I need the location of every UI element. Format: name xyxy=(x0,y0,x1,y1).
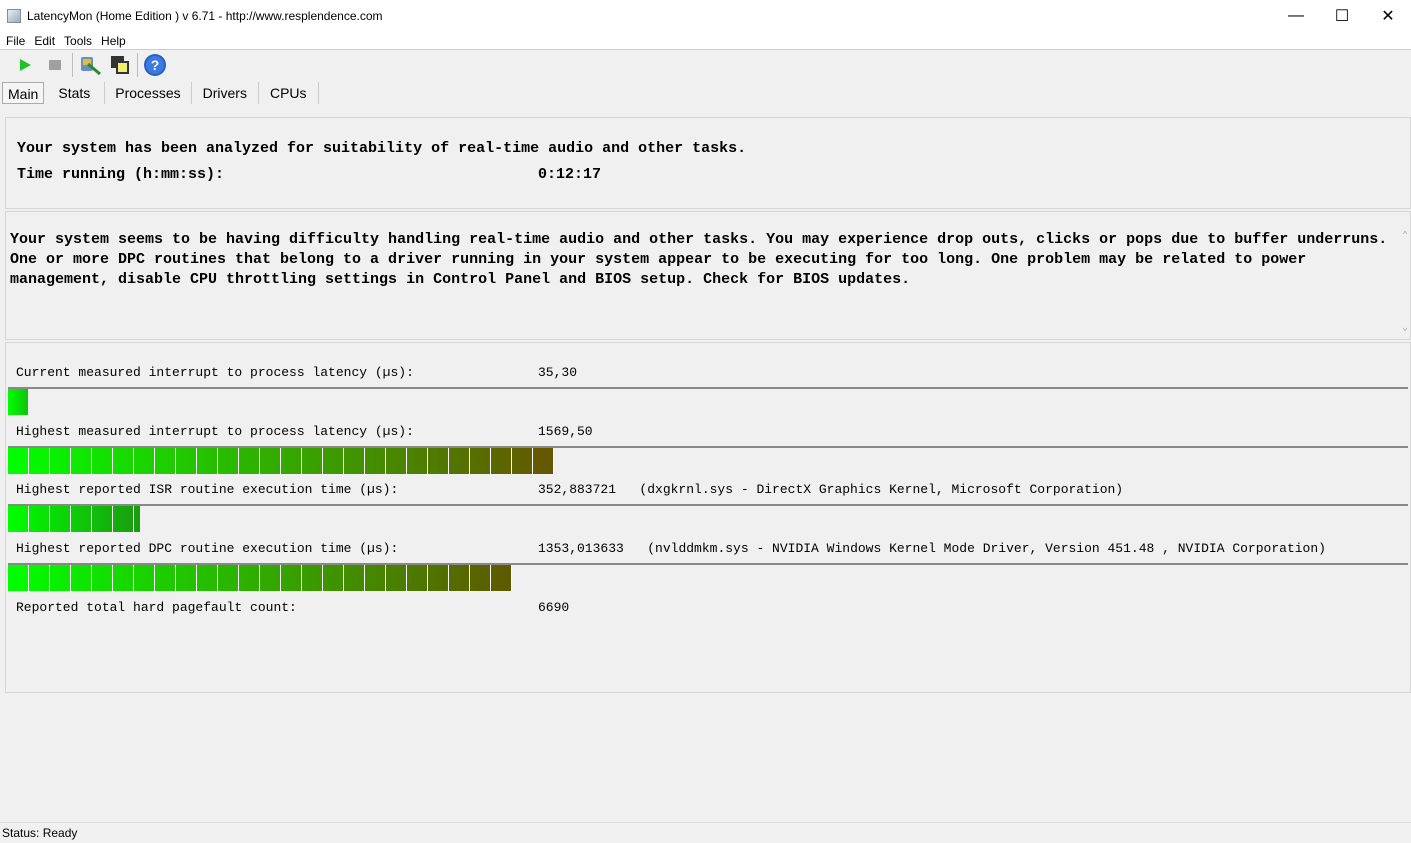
metric-value: 35,30 xyxy=(538,365,600,380)
menu-help[interactable]: Help xyxy=(101,33,126,48)
windows-icon[interactable] xyxy=(105,52,135,78)
menu-file[interactable]: File xyxy=(6,33,26,48)
pagefault-label: Reported total hard pagefault count: xyxy=(16,600,297,615)
play-icon[interactable] xyxy=(10,52,40,78)
metrics-panel: Reported total hard pagefault count: 669… xyxy=(5,342,1411,693)
pagefault-value: 6690 xyxy=(538,600,570,615)
metric-label: Highest reported ISR routine execution t… xyxy=(16,482,399,497)
tab-drivers[interactable]: Drivers xyxy=(192,82,259,104)
minimize-button[interactable]: — xyxy=(1288,7,1304,24)
summary-text: Your system has been analyzed for suitab… xyxy=(17,140,747,157)
metric-bar xyxy=(8,563,1408,591)
help-icon[interactable]: ? xyxy=(140,52,170,78)
time-running-value: 0:12:17 xyxy=(538,166,602,183)
metric-number: 1569,50 xyxy=(538,424,593,439)
metric-value: 352,883721 (dxgkrnl.sys - DirectX Graphi… xyxy=(538,482,1123,497)
metric-detail: (dxgkrnl.sys - DirectX Graphics Kernel, … xyxy=(639,482,1124,497)
metric-bar xyxy=(8,446,1408,474)
tab-main[interactable]: Main xyxy=(2,82,45,104)
toolbar: ? xyxy=(0,50,1411,80)
title-bar: LatencyMon (Home Edition ) v 6.71 - http… xyxy=(0,0,1411,32)
toolbar-separator xyxy=(137,53,138,77)
metric-detail: (nvlddmkm.sys - NVIDIA Windows Kernel Mo… xyxy=(647,541,1326,556)
tab-processes[interactable]: Processes xyxy=(105,82,192,104)
scroll-up-icon[interactable]: ⌃ xyxy=(1401,231,1408,242)
scroll-down-icon[interactable]: ⌄ xyxy=(1401,323,1408,334)
toolbar-separator xyxy=(72,53,73,77)
time-running-label: Time running (h:mm:ss): xyxy=(17,166,225,183)
tab-bar: Main Stats Processes Drivers CPUs xyxy=(0,80,1411,106)
menu-bar: File Edit Tools Help xyxy=(0,32,1411,50)
metric-number: 352,883721 xyxy=(538,482,617,497)
metric-label: Highest measured interrupt to process la… xyxy=(16,424,414,439)
message-panel: Your system seems to be having difficult… xyxy=(5,211,1411,340)
menu-tools[interactable]: Tools xyxy=(64,33,93,48)
window-title: LatencyMon (Home Edition ) v 6.71 - http… xyxy=(27,9,383,23)
metric-value: 1353,013633 (nvlddmkm.sys - NVIDIA Windo… xyxy=(538,541,1326,556)
tab-cpus[interactable]: CPUs xyxy=(259,82,319,104)
metric-value: 1569,50 xyxy=(538,424,616,439)
metric-bar-fill xyxy=(8,565,512,591)
svg-text:?: ? xyxy=(151,57,160,73)
metric-bar xyxy=(8,504,1408,532)
metric-bar-fill xyxy=(8,506,140,532)
analyze-icon[interactable] xyxy=(75,52,105,78)
metric-bar xyxy=(8,387,1408,415)
status-bar: Status: Ready xyxy=(0,822,1411,842)
metric-number: 35,30 xyxy=(538,365,578,380)
metric-bar-fill xyxy=(8,389,28,415)
menu-edit[interactable]: Edit xyxy=(34,33,56,48)
metric-label: Current measured interrupt to process la… xyxy=(16,365,414,380)
analysis-message: Your system seems to be having difficult… xyxy=(10,231,1388,288)
metric-bar-fill xyxy=(8,448,554,474)
maximize-button[interactable]: ☐ xyxy=(1334,8,1350,25)
stop-icon[interactable] xyxy=(40,52,70,78)
tab-stats[interactable]: Stats xyxy=(44,82,106,104)
close-button[interactable]: ✕ xyxy=(1381,8,1395,25)
summary-panel: Your system has been analyzed for suitab… xyxy=(5,117,1411,209)
app-icon xyxy=(7,9,21,23)
metric-label: Highest reported DPC routine execution t… xyxy=(16,541,399,556)
metric-number: 1353,013633 xyxy=(538,541,624,556)
